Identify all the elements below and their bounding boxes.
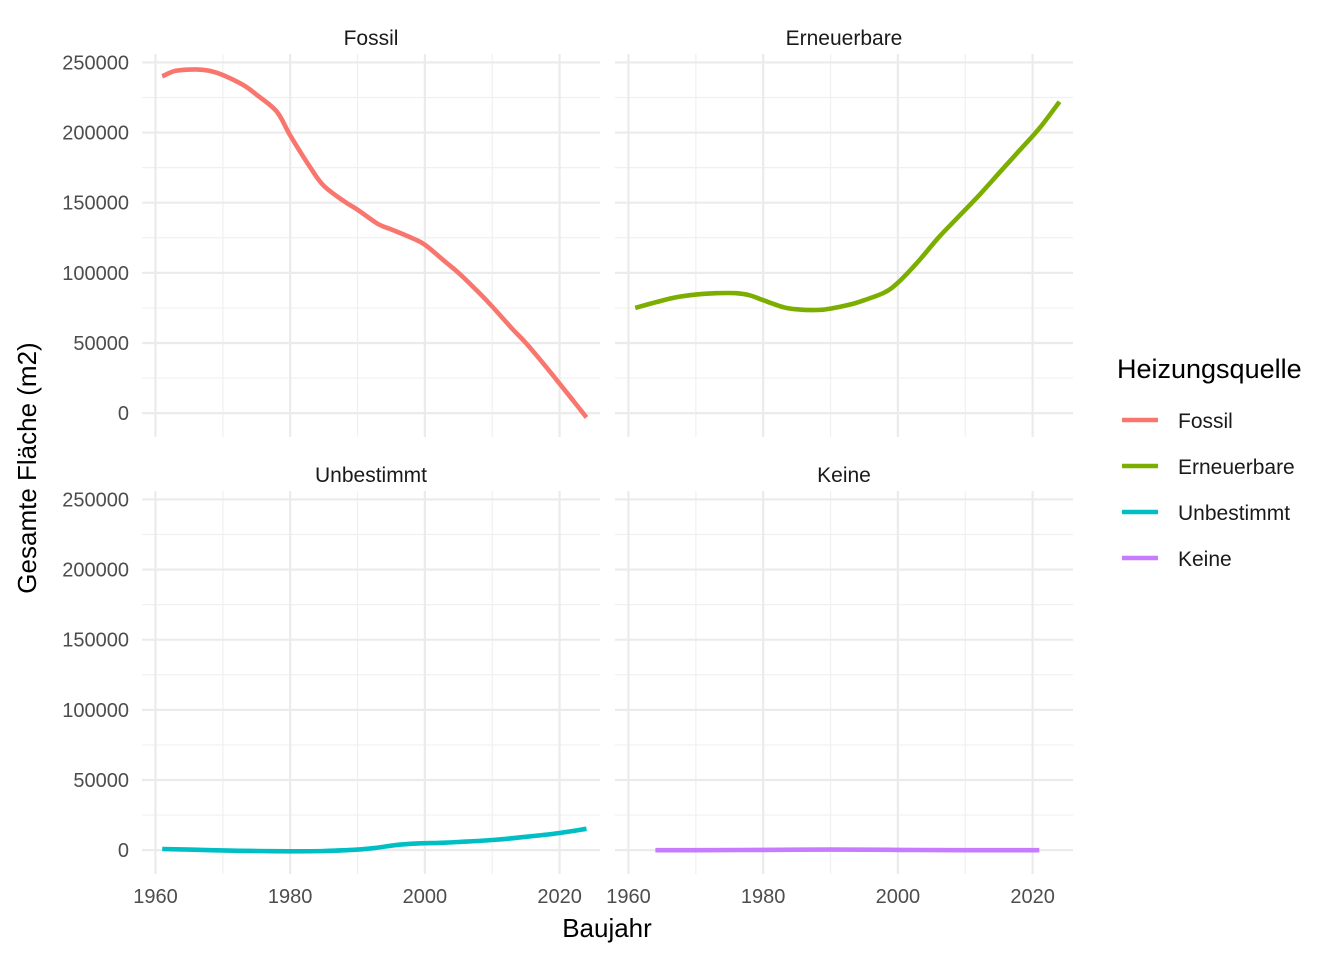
y-tick-label: 150000 — [62, 630, 129, 652]
y-tick-label: 50000 — [73, 333, 129, 355]
y-tick-label: 250000 — [62, 52, 129, 74]
legend-label-erneuerbare: Erneuerbare — [1178, 456, 1295, 479]
panel-fossil: Fossil 0 50000 100000 150000 200000 250000 — [62, 27, 600, 437]
facet-label-fossil: Fossil — [344, 27, 399, 50]
series-line-unbestimmt — [162, 826, 587, 854]
legend-title: Heizungsquelle — [1117, 354, 1302, 384]
y-tick-label: 0 — [118, 840, 129, 862]
y-tick-label: 50000 — [73, 770, 129, 792]
panel-erneuerbare: Erneuerbare — [615, 27, 1073, 437]
x-tick-label: 1980 — [741, 886, 786, 908]
x-tick-label: 2000 — [403, 886, 448, 908]
facet-label-erneuerbare: Erneuerbare — [786, 27, 903, 50]
y-tick-label: 100000 — [62, 263, 129, 285]
y-tick-label: 0 — [118, 403, 129, 425]
x-tick-label: 1980 — [268, 886, 313, 908]
panel-unbestimmt: Unbestimmt 0 50000 100000 150000 200000 250000… — [62, 464, 600, 908]
x-tick-label: 2020 — [537, 886, 582, 908]
x-tick-label: 2000 — [876, 886, 921, 908]
series-line-erneuerbare — [634, 100, 1062, 313]
x-tick-label: 2020 — [1010, 886, 1055, 908]
legend: Heizungsquelle Fossil Erneuerbare Unbestim… — [1117, 354, 1302, 571]
legend-item-unbestimmt: Unbestimmt — [1122, 502, 1290, 525]
facet-label-keine: Keine — [817, 464, 871, 487]
series-line-keine — [655, 847, 1040, 853]
y-tick-label: 250000 — [62, 489, 129, 511]
legend-item-keine: Keine — [1122, 548, 1232, 571]
series-line-fossil — [161, 67, 589, 419]
legend-label-fossil: Fossil — [1178, 410, 1233, 433]
x-axis-title: Baujahr — [562, 913, 652, 943]
legend-item-erneuerbare: Erneuerbare — [1122, 456, 1295, 479]
y-tick-label: 100000 — [62, 700, 129, 722]
y-axis-title: Gesamte Fläche (m2) — [12, 342, 42, 593]
y-tick-label: 200000 — [62, 560, 129, 582]
y-tick-label: 200000 — [62, 123, 129, 145]
legend-item-fossil: Fossil — [1122, 410, 1233, 433]
legend-label-keine: Keine — [1178, 548, 1232, 571]
legend-label-unbestimmt: Unbestimmt — [1178, 502, 1290, 525]
y-tick-label: 150000 — [62, 193, 129, 215]
panels-layer: Fossil 0 50000 100000 150000 200000 250000 Erne… — [62, 27, 1073, 908]
panel-keine: Keine 1960 1980 2000 2020 — [606, 464, 1073, 908]
x-tick-label: 1960 — [133, 886, 178, 908]
x-tick-label: 1960 — [606, 886, 651, 908]
facet-label-unbestimmt: Unbestimmt — [315, 464, 427, 487]
